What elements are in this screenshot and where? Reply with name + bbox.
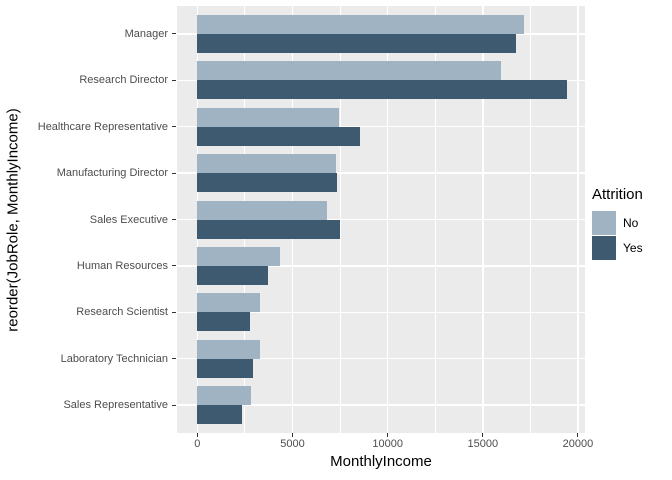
legend-items: No Yes [592,211,643,260]
major-gridline [177,172,585,174]
x-tick-label: 0 [194,438,201,450]
bar-yes [197,173,338,193]
x-tick-mark [292,433,293,437]
legend-item: No [592,211,643,235]
legend-title: Attrition [592,186,643,203]
major-gridline [177,404,585,406]
x-tick-mark [482,433,484,437]
bar-yes [197,265,268,285]
bar-yes [197,80,567,100]
plot-panel [177,6,585,433]
y-tick-mark [172,311,176,313]
major-gridline [177,357,585,360]
y-tick-mark [172,404,176,406]
bar-no [197,61,501,81]
bar-yes [197,358,253,378]
y-tick-label: Research Director [79,74,168,87]
x-tick-label: 20000 [562,438,594,450]
bar-no [197,339,261,359]
y-tick-label: Sales Executive [89,213,168,226]
y-tick-mark [172,33,176,35]
legend-item: Yes [592,236,643,260]
bar-yes [197,405,243,425]
x-axis-title: MonthlyIncome [330,453,432,470]
y-tick-mark [172,358,176,360]
major-gridline [177,218,585,221]
y-tick-label: Sales Representative [63,399,168,412]
bar-no [197,14,524,34]
major-gridline [177,265,585,267]
x-tick-label: 5000 [280,438,305,450]
bar-no [197,293,261,313]
y-tick-label: Healthcare Representative [37,120,168,133]
x-tick-mark [196,433,198,437]
bar-yes [197,33,517,53]
major-gridline [177,125,585,128]
y-tick-mark [172,219,176,220]
y-tick-mark [172,265,176,267]
legend: Attrition No Yes [592,186,643,261]
y-tick-label: Manufacturing Director [56,167,168,180]
major-gridline [177,311,585,314]
x-tick-mark [577,433,579,437]
y-tick-mark [172,126,176,128]
y-tick-label: Human Resources [76,259,168,272]
bar-yes [197,219,341,239]
legend-label: No [623,216,639,230]
x-tick-label: 10000 [372,438,403,450]
bar-yes [197,312,250,332]
bar-no [197,154,337,174]
bar-yes [197,126,361,146]
bar-no [197,107,340,127]
x-tick-label: 15000 [467,438,499,450]
y-tick-mark [172,79,176,81]
legend-label: Yes [623,241,643,255]
bar-no [197,386,251,406]
bar-no [197,246,281,266]
y-tick-label: Manager [124,27,168,40]
y-tick-label: Laboratory Technician [60,352,168,365]
y-tick-mark [172,172,176,174]
legend-key-no [592,211,616,235]
x-tick-mark [387,433,389,437]
legend-key-yes [592,236,616,260]
y-tick-label: Research Scientist [76,306,168,319]
bar-no [197,200,327,220]
